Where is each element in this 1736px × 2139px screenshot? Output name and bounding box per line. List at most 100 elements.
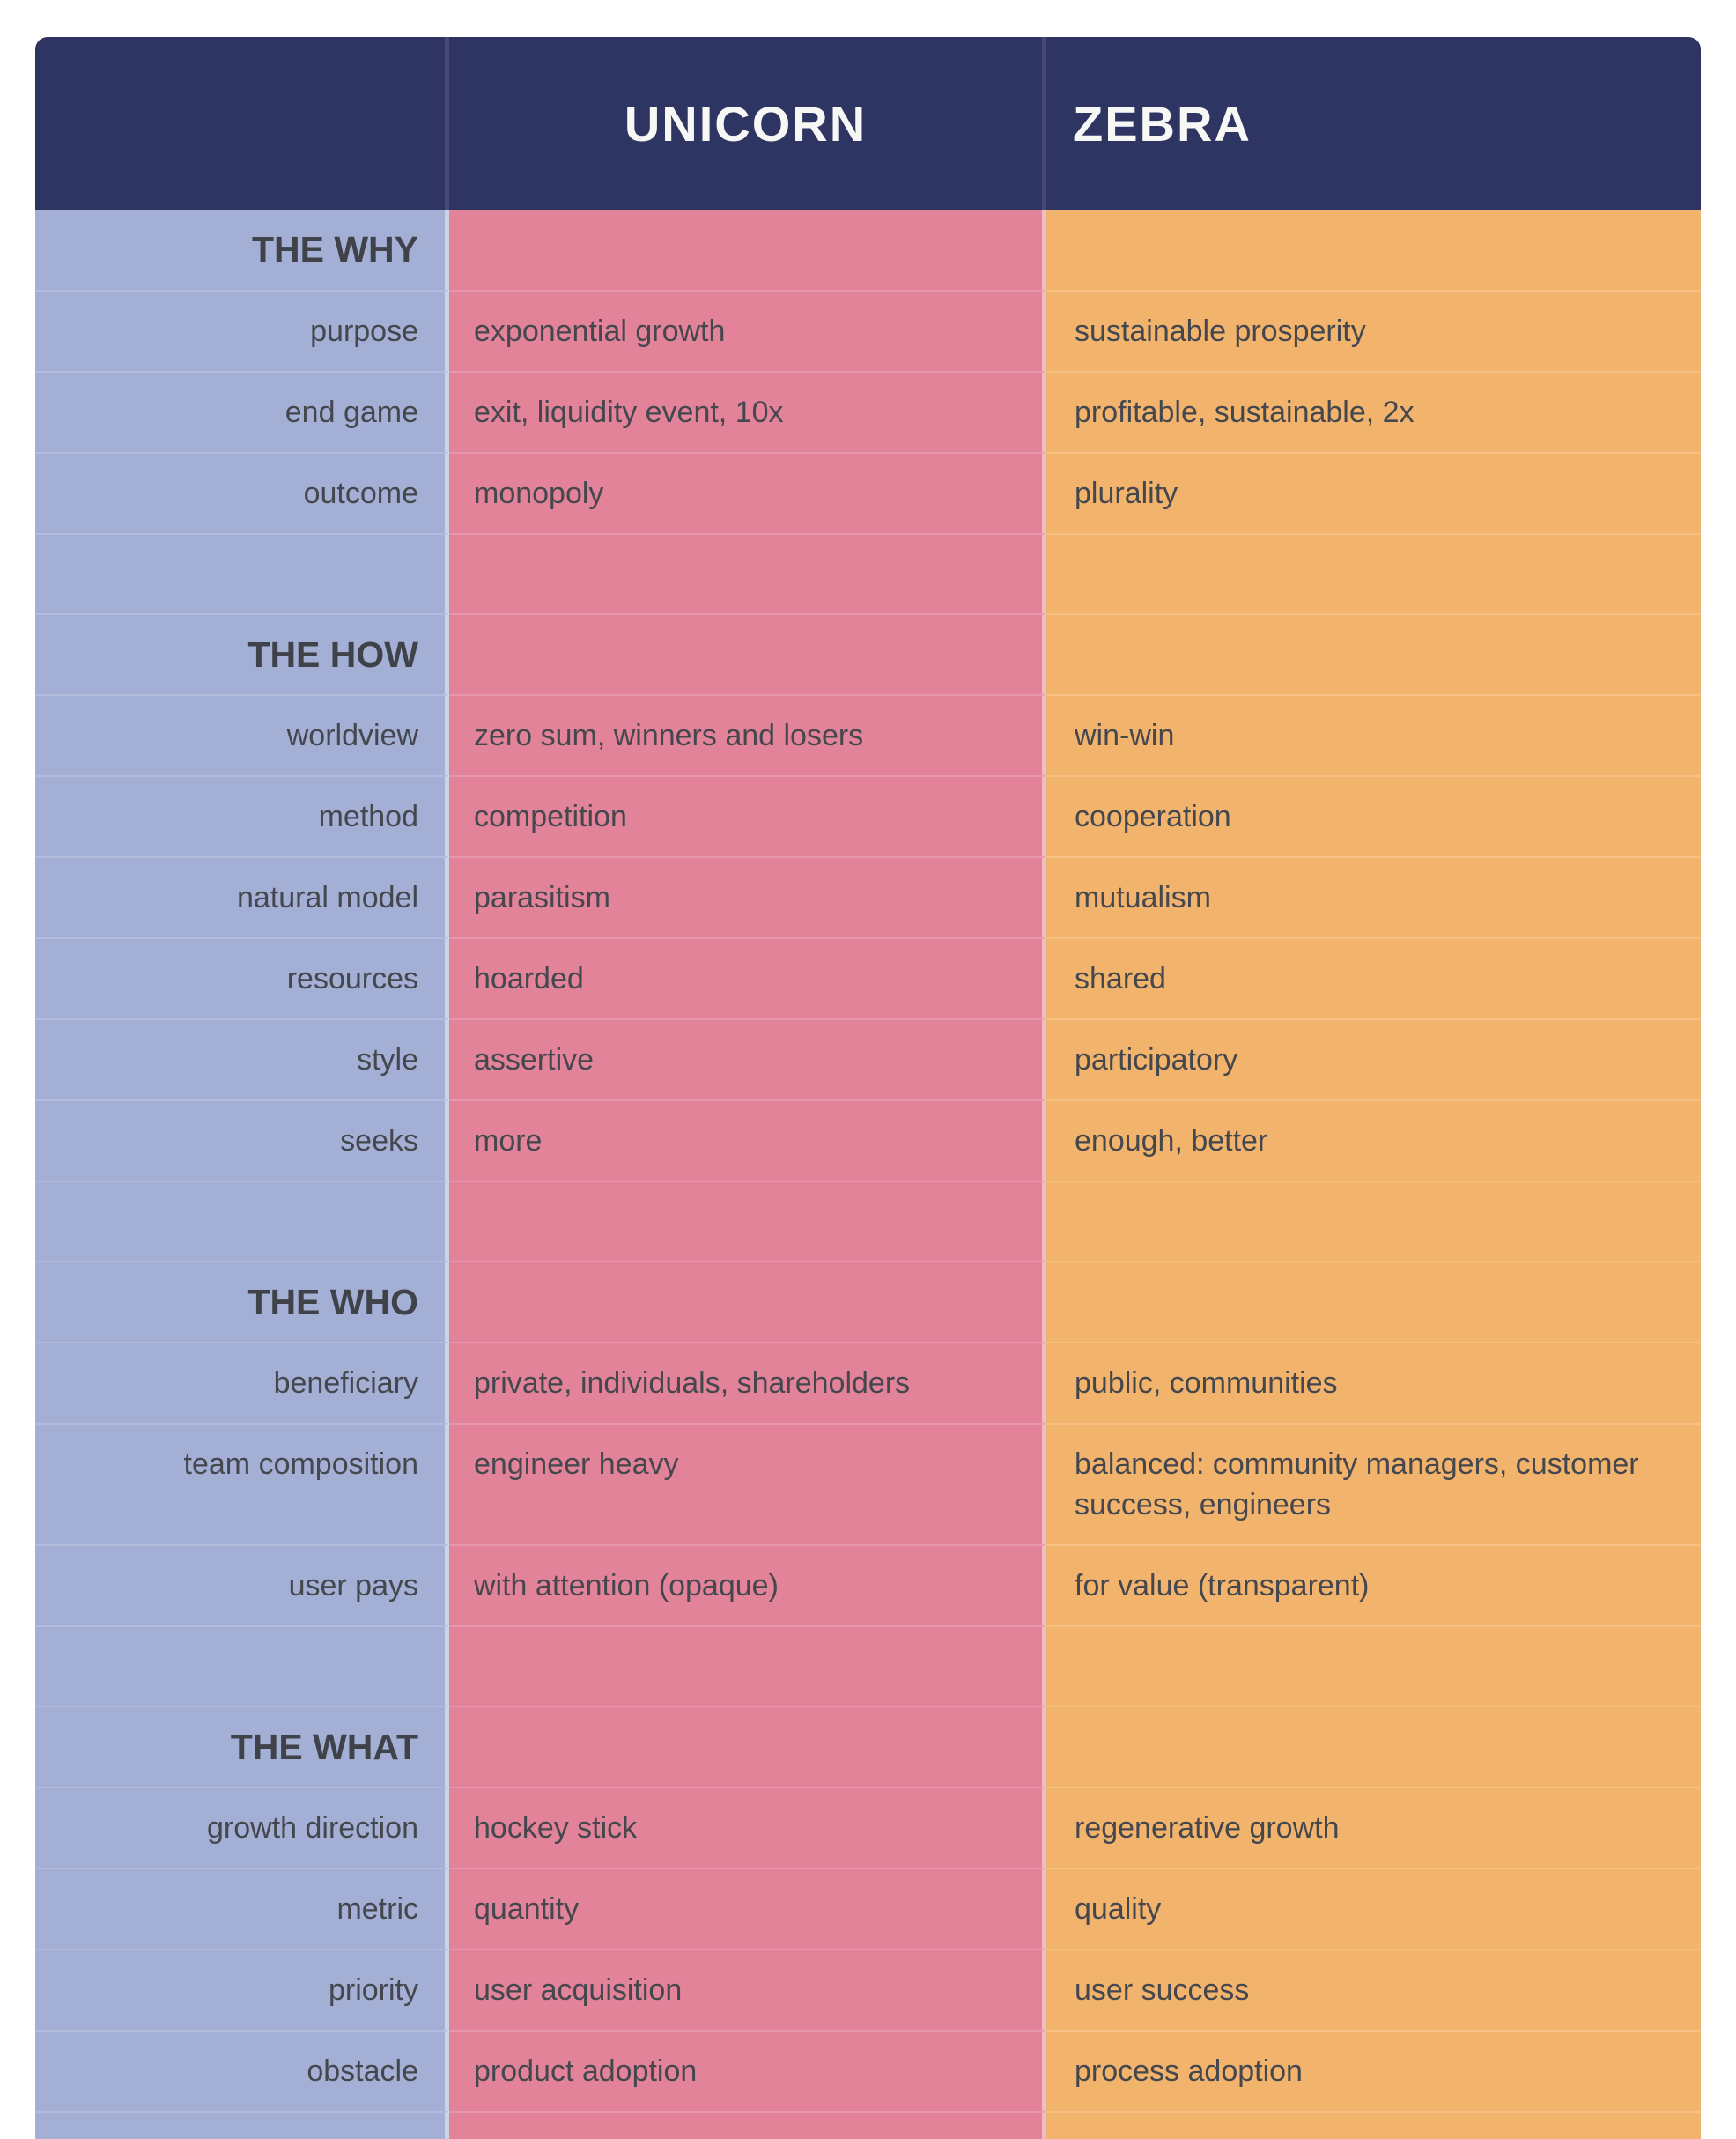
section-title: THE WHO	[35, 1261, 449, 1342]
empty-cell	[449, 1706, 1046, 1787]
row-label: purpose	[35, 290, 449, 371]
unicorn-value: exponential growth	[449, 290, 1046, 371]
spacer-cell	[1046, 1625, 1701, 1706]
zebra-value: public, communities	[1046, 1342, 1701, 1423]
row-label: end game	[35, 371, 449, 452]
row-label: priority	[35, 1949, 449, 2030]
unicorn-value: with attention (opaque)	[449, 1544, 1046, 1625]
section-title: THE WHY	[35, 210, 449, 290]
spacer-cell	[449, 1625, 1046, 1706]
unicorn-value: monopoly	[449, 452, 1046, 533]
zebra-value: mutualism	[1046, 856, 1701, 937]
zebra-value: win-win	[1046, 694, 1701, 775]
row-label: seeks	[35, 1099, 449, 1181]
column-header-unicorn: UNICORN	[449, 37, 1046, 210]
zebra-value: quality	[1046, 1868, 1701, 1949]
zebra-value: plurality	[1046, 452, 1701, 533]
row-label: growth direction	[35, 1787, 449, 1868]
unicorn-value: user acquisition	[449, 1949, 1046, 2030]
spacer-row	[35, 1625, 1701, 1706]
empty-cell	[449, 613, 1046, 694]
zebra-value: shared	[1046, 937, 1701, 1018]
zebra-value: participatory	[1046, 1018, 1701, 1099]
column-header-zebra-label: ZEBRA	[1073, 95, 1252, 152]
unicorn-value: zero sum, winners and losers	[449, 694, 1046, 775]
table-row: style assertive participatory	[35, 1018, 1701, 1099]
row-label: user pays	[35, 1544, 449, 1625]
spacer-cell	[449, 533, 1046, 613]
empty-cell	[1046, 1706, 1701, 1787]
row-label: method	[35, 775, 449, 856]
unicorn-value: engineer heavy	[449, 1423, 1046, 1544]
empty-cell	[449, 1261, 1046, 1342]
zebra-value: enough, better	[1046, 1099, 1701, 1181]
unicorn-value: hoarded	[449, 937, 1046, 1018]
unicorn-value: more	[449, 1099, 1046, 1181]
section-title: THE WHAT	[35, 1706, 449, 1787]
zebra-value: user success	[1046, 1949, 1701, 2030]
table-header: UNICORN ZEBRA	[35, 37, 1701, 210]
section-title-row: THE WHO	[35, 1261, 1701, 1342]
table-row: user pays with attention (opaque) for valu…	[35, 1544, 1701, 1625]
zebra-value: process adoption	[1046, 2030, 1701, 2111]
unicorn-value: competition	[449, 775, 1046, 856]
empty-cell	[449, 210, 1046, 290]
section-title-row: THE HOW	[35, 613, 1701, 694]
table-row: outcome monopoly plurality	[35, 452, 1701, 533]
unicorn-value: hockey stick	[449, 1787, 1046, 1868]
column-header-unicorn-label: UNICORN	[624, 95, 868, 152]
zebra-value: cooperation	[1046, 775, 1701, 856]
spacer-cell	[449, 1181, 1046, 1261]
zebra-value: profitable, sustainable, 2x	[1046, 371, 1701, 452]
spacer-row	[35, 1181, 1701, 1261]
spacer-cell	[35, 533, 449, 613]
table-row: priority user acquisition user success	[35, 1949, 1701, 2030]
zebra-value: sustainable prosperity	[1046, 290, 1701, 371]
section-title-row: THE WHY	[35, 210, 1701, 290]
row-label: resources	[35, 937, 449, 1018]
filler-cell	[1046, 2111, 1701, 2139]
comparison-table: UNICORN ZEBRA THE WHY purpose exponential …	[35, 37, 1701, 2139]
unicorn-value: quantity	[449, 1868, 1046, 1949]
spacer-cell	[35, 1181, 449, 1261]
row-label: metric	[35, 1868, 449, 1949]
zebra-value: balanced: community managers, customer s…	[1046, 1423, 1701, 1544]
empty-cell	[1046, 613, 1701, 694]
row-label: worldview	[35, 694, 449, 775]
table-row: growth direction hockey stick regenerative…	[35, 1787, 1701, 1868]
unicorn-value: product adoption	[449, 2030, 1046, 2111]
row-label: style	[35, 1018, 449, 1099]
unicorn-value: parasitism	[449, 856, 1046, 937]
row-label: beneficiary	[35, 1342, 449, 1423]
empty-cell	[1046, 1261, 1701, 1342]
table-row: purpose exponential growth sustainable pro…	[35, 290, 1701, 371]
spacer-cell	[1046, 533, 1701, 613]
table-body: THE WHY purpose exponential growth sustaina…	[35, 210, 1701, 2139]
unicorn-value: private, individuals, shareholders	[449, 1342, 1046, 1423]
section-title: THE HOW	[35, 613, 449, 694]
table-row: team composition engineer heavy balanced: …	[35, 1423, 1701, 1544]
header-corner-cell	[35, 37, 449, 210]
table-row: natural model parasitism mutualism	[35, 856, 1701, 937]
spacer-cell	[35, 1625, 449, 1706]
table-row: obstacle product adoption process adoption	[35, 2030, 1701, 2111]
section-title-row: THE WHAT	[35, 1706, 1701, 1787]
filler-cell	[35, 2111, 449, 2139]
filler-cell	[449, 2111, 1046, 2139]
row-label: outcome	[35, 452, 449, 533]
zebra-value: for value (transparent)	[1046, 1544, 1701, 1625]
row-label: natural model	[35, 856, 449, 937]
row-label: team composition	[35, 1423, 449, 1544]
table-row: metric quantity quality	[35, 1868, 1701, 1949]
table-row: seeks more enough, better	[35, 1099, 1701, 1181]
unicorn-value: exit, liquidity event, 10x	[449, 371, 1046, 452]
column-header-zebra: ZEBRA	[1046, 37, 1701, 210]
table-row: beneficiary private, individuals, shareho…	[35, 1342, 1701, 1423]
spacer-cell	[1046, 1181, 1701, 1261]
table-row: worldview zero sum, winners and losers win…	[35, 694, 1701, 775]
filler-row	[35, 2111, 1701, 2139]
spacer-row	[35, 533, 1701, 613]
unicorn-value: assertive	[449, 1018, 1046, 1099]
empty-cell	[1046, 210, 1701, 290]
